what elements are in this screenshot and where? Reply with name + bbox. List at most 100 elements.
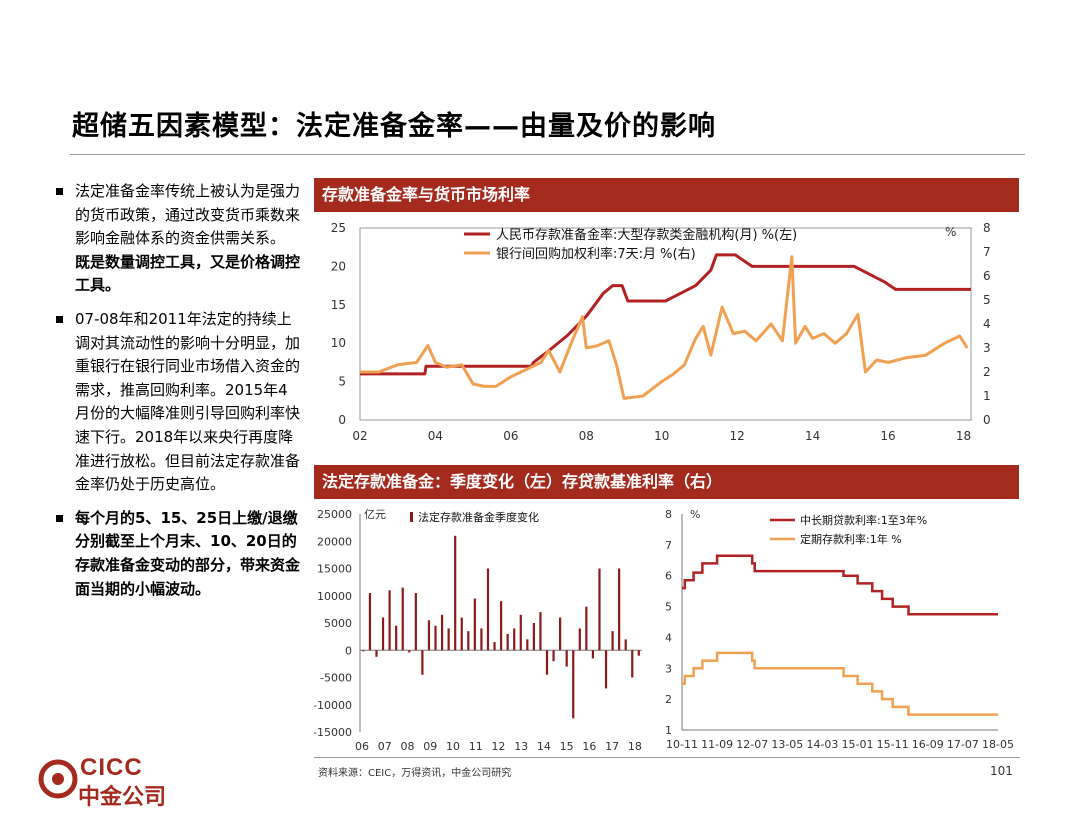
y-tick-label: 1 [665, 724, 672, 737]
y-tick-label: 3 [665, 662, 672, 675]
bar [414, 593, 417, 651]
y-left-tick-label: 5 [338, 375, 346, 389]
bar [552, 650, 555, 662]
bar [434, 625, 437, 651]
bullet-1-bold-text: 既是数量调控工具，又是价格调控工具。 [75, 252, 301, 295]
title-divider [70, 154, 1025, 155]
y-right-tick-label: 2 [983, 365, 991, 379]
x-tick-label: 07 [378, 740, 392, 753]
bar [631, 650, 634, 678]
legend-label-1: 中长期贷款利率:1至3年% [800, 513, 927, 527]
bar [513, 628, 516, 651]
y-tick-label: 10000 [317, 590, 352, 603]
bar [480, 628, 483, 651]
page-title: 超储五因素模型：法定准备金率——由量及价的影响 [72, 111, 716, 142]
x-tick-label: 12 [730, 429, 745, 443]
bar [506, 633, 509, 651]
bullet-3-text: 每个月的5、15、25日上缴/退缴分别截至上个月末、10、20日的存款准备金变动… [75, 508, 301, 598]
bar [598, 568, 601, 651]
y-left-tick-label: 10 [331, 336, 346, 350]
bar [532, 623, 535, 651]
x-tick-label: 06 [503, 429, 518, 443]
x-tick-label: 10 [446, 740, 460, 753]
bar [618, 568, 621, 651]
page-number: 101 [990, 764, 1013, 778]
bar [585, 606, 588, 651]
x-tick-label: 12-07 [736, 738, 768, 751]
y-tick-label: 25000 [317, 508, 352, 521]
legend-label-2: 银行间回购加权利率:7天:月 %(右) [496, 246, 696, 262]
y-tick-label: 2 [665, 693, 672, 706]
y-right-tick-label: 0 [983, 413, 991, 427]
y-left-tick-label: 15 [331, 298, 346, 312]
bullet-item-2: 07-08年和2011年法定的持续上调对其流动性的影响十分明显，加重银行在银行同… [50, 308, 300, 497]
y-tick-label: 20000 [317, 535, 352, 548]
y-tick-label: 15000 [317, 563, 352, 576]
cicc-logo-icon [38, 759, 78, 799]
y-tick-label: 8 [665, 508, 672, 521]
bar [572, 650, 575, 719]
x-tick-label: 18 [956, 429, 971, 443]
x-tick-label: 15 [560, 740, 574, 753]
bar [604, 650, 608, 689]
bar [486, 568, 490, 651]
y-tick-label: -15000 [314, 726, 352, 739]
x-tick-label: 04 [428, 429, 443, 443]
y-right-tick-label: 5 [983, 293, 991, 307]
y-unit-label: % [690, 508, 700, 521]
bar [591, 650, 595, 659]
x-tick-label: 09 [423, 740, 437, 753]
bar [454, 535, 457, 651]
x-tick-label: 16 [880, 429, 895, 443]
x-tick-label: 16 [582, 740, 596, 753]
x-tick-label: 10 [654, 429, 669, 443]
x-tick-label: 14 [537, 740, 551, 753]
y-tick-label: 6 [665, 570, 672, 583]
logo-text-en: CICC [80, 754, 143, 781]
x-tick-label: 11-09 [701, 738, 733, 751]
bar [447, 628, 450, 651]
top-chart-header: 存款准备金率与货币市场利率 [314, 178, 1019, 212]
bar [493, 642, 496, 651]
legend-label: 法定存款准备金季度变化 [418, 510, 539, 524]
bar [539, 612, 542, 651]
series-line-1 [682, 554, 998, 616]
y-left-tick-label: 0 [338, 413, 346, 427]
y-right-tick-label: 7 [983, 245, 991, 259]
bar [526, 639, 529, 651]
y-tick-label: 7 [665, 539, 672, 552]
bar [545, 650, 549, 675]
bullet-1-text: 法定准备金率传统上被认为是强力的货币政策，通过改变货币乘数来影响金融体系的资金供… [75, 182, 301, 248]
bullet-item-1: 法定准备金率传统上被认为是强力的货币政策，通过改变货币乘数来影响金融体系的资金供… [50, 180, 300, 298]
x-tick-label: 06 [355, 740, 369, 753]
x-tick-label: 18 [628, 740, 642, 753]
x-tick-label: 10-11 [666, 738, 698, 751]
legend-label-2: 定期存款利率:1年 % [800, 532, 902, 546]
x-tick-label: 13 [514, 740, 528, 753]
bar [460, 617, 463, 651]
x-tick-label: 13-05 [771, 738, 803, 751]
bar [375, 650, 378, 657]
x-tick-label: 17 [605, 740, 619, 753]
legend-swatch [410, 512, 413, 522]
y-left-tick-label: 25 [331, 221, 346, 235]
bar [368, 593, 372, 651]
series-line-1 [360, 253, 971, 376]
y-unit-label: 亿元 [364, 508, 386, 521]
x-tick-label: 12 [491, 740, 505, 753]
reserve-quarterly-change-chart: -15000 -10000 -5000 0 5000 10000 15000 20000 250… [314, 508, 642, 753]
x-tick-label: 02 [352, 429, 367, 443]
y-tick-label: -5000 [320, 672, 352, 685]
bar [473, 598, 476, 651]
bullet-square-icon [56, 315, 63, 323]
y-tick-label: -10000 [314, 699, 352, 712]
x-tick-label: 16-09 [912, 738, 944, 751]
x-tick-label: 11 [469, 740, 483, 753]
y-tick-label: 0 [345, 644, 352, 657]
y-right-tick-label: 4 [983, 317, 991, 331]
x-tick-label: 15-01 [842, 738, 874, 751]
plot-frame [359, 227, 972, 421]
bar [395, 625, 398, 651]
